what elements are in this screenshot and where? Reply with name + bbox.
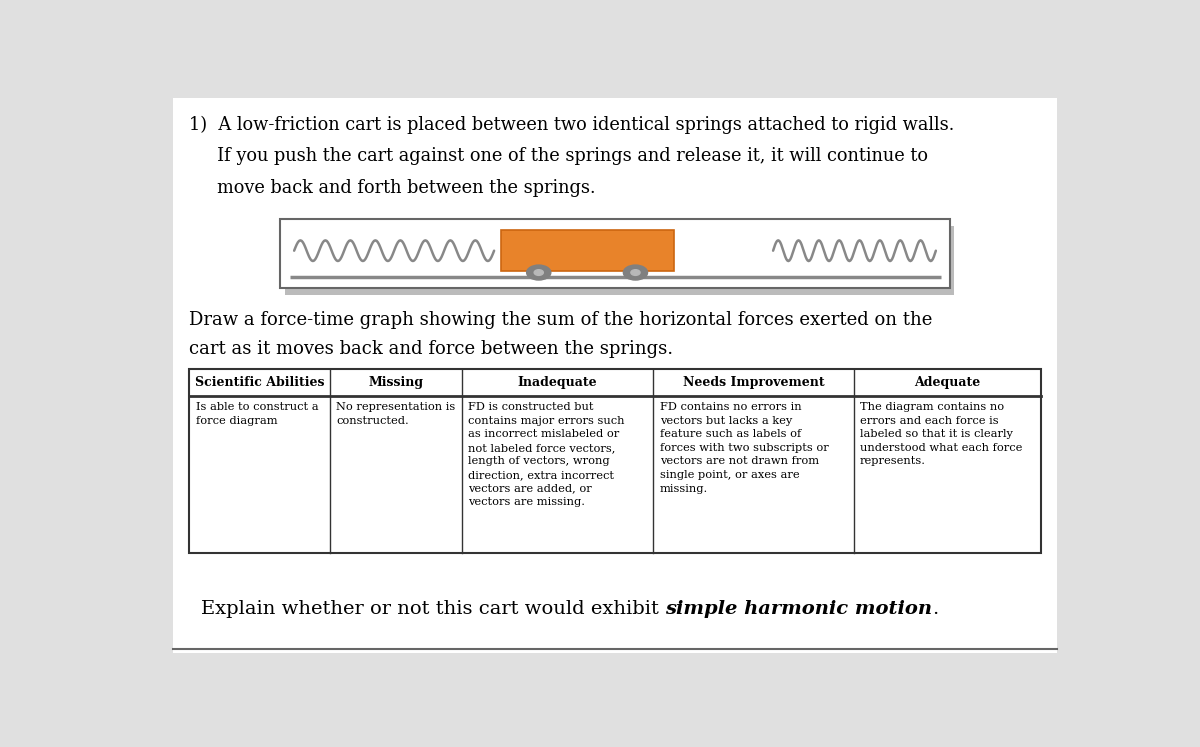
Text: Explain whether or not this cart would exhibit: Explain whether or not this cart would e… — [202, 600, 665, 618]
Text: FD is constructed but
contains major errors such
as incorrect mislabeled or
not : FD is constructed but contains major err… — [468, 402, 625, 507]
Text: Is able to construct a
force diagram: Is able to construct a force diagram — [196, 402, 318, 426]
Text: Draw a force-time graph showing the sum of the horizontal forces exerted on the: Draw a force-time graph showing the sum … — [190, 311, 932, 329]
Text: The diagram contains no
errors and each force is
labeled so that it is clearly
u: The diagram contains no errors and each … — [860, 402, 1022, 466]
Text: If you push the cart against one of the springs and release it, it will continue: If you push the cart against one of the … — [190, 147, 928, 165]
Text: Inadequate: Inadequate — [517, 376, 598, 389]
Text: Adequate: Adequate — [914, 376, 980, 389]
Text: cart as it moves back and force between the springs.: cart as it moves back and force between … — [190, 340, 673, 358]
Text: Needs Improvement: Needs Improvement — [683, 376, 824, 389]
FancyBboxPatch shape — [500, 230, 673, 271]
FancyBboxPatch shape — [190, 368, 1040, 553]
FancyBboxPatch shape — [284, 226, 954, 295]
FancyBboxPatch shape — [173, 99, 1057, 654]
Text: simple harmonic motion: simple harmonic motion — [665, 600, 932, 618]
Text: 1)  A low-friction cart is placed between two identical springs attached to rigi: 1) A low-friction cart is placed between… — [190, 116, 954, 134]
Circle shape — [534, 270, 544, 276]
Text: Missing: Missing — [368, 376, 424, 389]
Text: No representation is
constructed.: No representation is constructed. — [336, 402, 455, 426]
Circle shape — [623, 265, 648, 280]
Circle shape — [631, 270, 640, 276]
Circle shape — [527, 265, 551, 280]
Text: move back and forth between the springs.: move back and forth between the springs. — [190, 179, 595, 196]
FancyBboxPatch shape — [281, 219, 950, 288]
Text: Scientific Abilities: Scientific Abilities — [194, 376, 324, 389]
Text: .: . — [932, 600, 938, 618]
Text: FD contains no errors in
vectors but lacks a key
feature such as labels of
force: FD contains no errors in vectors but lac… — [660, 402, 828, 494]
